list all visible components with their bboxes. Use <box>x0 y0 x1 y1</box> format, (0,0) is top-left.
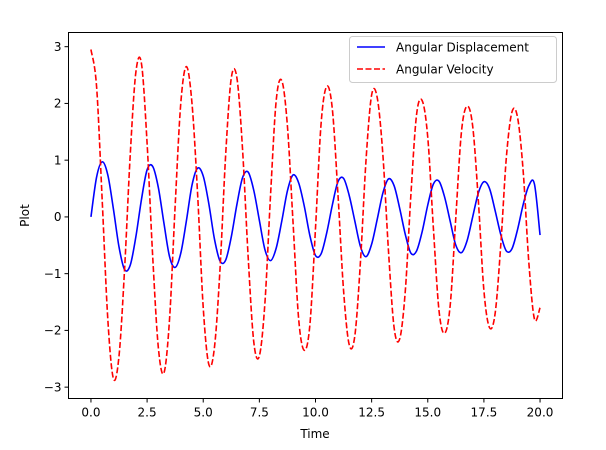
y-tick-label: −1 <box>44 267 62 281</box>
series-line-angular-displacement <box>90 161 541 272</box>
legend: Angular Displacement Angular Velocity <box>349 36 557 83</box>
x-tick-label: 12.5 <box>358 406 385 420</box>
x-tick-label: 7.5 <box>250 406 269 420</box>
y-tick-label: 3 <box>54 40 62 54</box>
x-tick-label: 15.0 <box>414 406 441 420</box>
y-tick-label: 0 <box>54 210 62 224</box>
x-tick-label: 10.0 <box>302 406 329 420</box>
y-axis-label: Plot <box>18 204 32 227</box>
x-tick-label: 20.0 <box>527 406 554 420</box>
legend-box <box>349 36 557 83</box>
ticks-layer: 0.0 2.5 5.0 7.5 10.0 12.5 15.0 17.5 20.0 −3 −2 −1 0 1… <box>44 40 554 420</box>
y-tick-label: −2 <box>44 324 62 338</box>
plot-area-frame <box>68 32 563 399</box>
y-tick-label: −3 <box>44 380 62 394</box>
x-tick-label: 2.5 <box>138 406 157 420</box>
legend-label-velocity: Angular Velocity <box>396 63 494 77</box>
legend-label-displacement: Angular Displacement <box>396 41 529 55</box>
series-layer <box>90 49 541 382</box>
x-tick-label: 17.5 <box>471 406 498 420</box>
x-tick-label: 0.0 <box>81 406 100 420</box>
y-tick-label: 2 <box>54 97 62 111</box>
series-line-angular-velocity <box>90 49 541 382</box>
x-axis-label: Time <box>299 427 329 441</box>
y-tick-label: 1 <box>54 153 62 167</box>
x-tick-label: 5.0 <box>194 406 213 420</box>
